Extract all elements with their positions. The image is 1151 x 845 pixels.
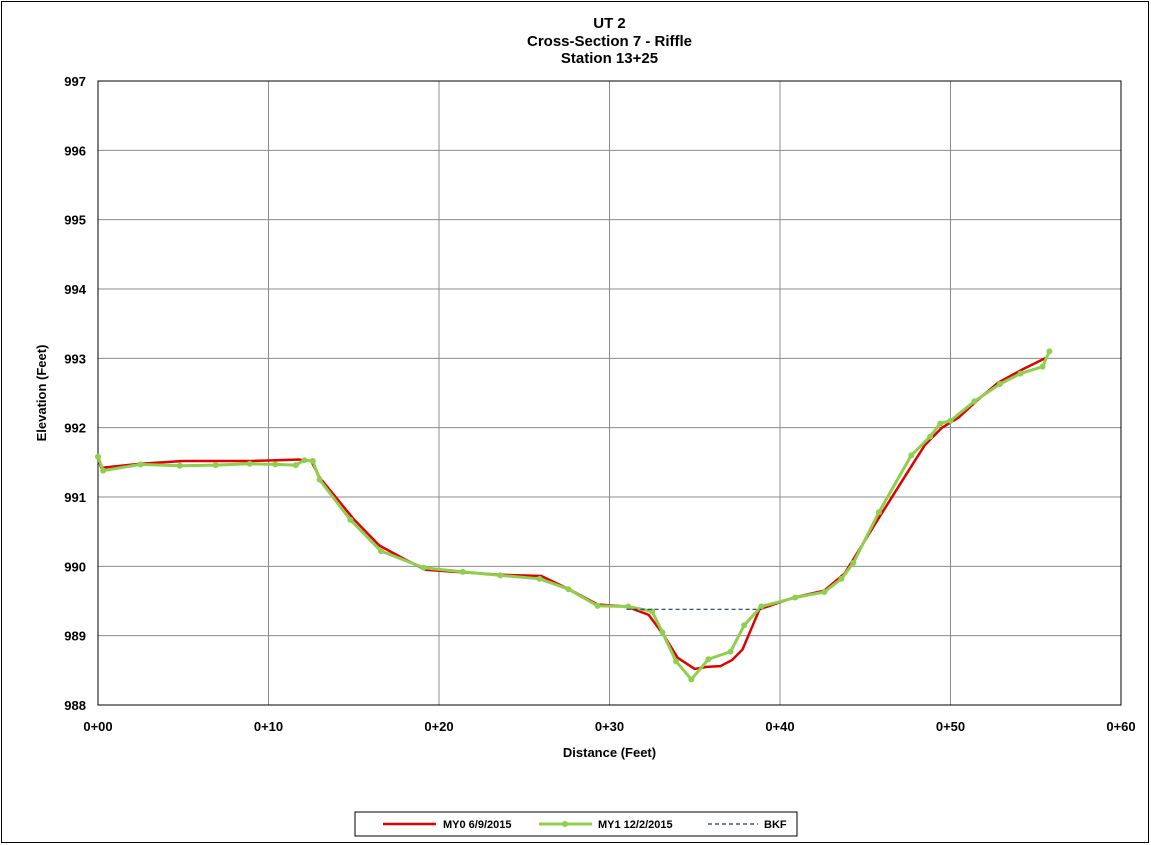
series-0 [96, 355, 1049, 671]
data-point [727, 648, 734, 655]
data-point [316, 476, 323, 483]
data-point [497, 572, 504, 579]
data-point [625, 603, 632, 610]
legend: MY0 6/9/2015 MY1 12/2/2015 BKF [354, 811, 798, 837]
data-point [536, 575, 543, 582]
y-tick-label: 992 [64, 421, 86, 436]
legend-label-my0: MY0 6/9/2015 [443, 819, 512, 831]
data-point [378, 548, 385, 555]
y-tick-label: 995 [64, 213, 86, 228]
data-point [100, 467, 107, 474]
data-point [565, 586, 572, 593]
data-point [672, 658, 679, 665]
data-point [758, 603, 765, 610]
plot-area [97, 80, 1122, 706]
chart-title-line-1: UT 2 [593, 15, 626, 32]
x-tick-label: 0+50 [936, 719, 965, 734]
data-point [908, 452, 915, 459]
y-tick-label: 989 [64, 629, 86, 644]
series-line [96, 355, 1049, 671]
data-point [212, 462, 219, 469]
x-tick-label: 0+30 [595, 719, 624, 734]
data-point [937, 420, 944, 427]
data-point [688, 676, 695, 683]
data-point [292, 462, 299, 469]
series-layer [95, 348, 1053, 683]
data-point [309, 457, 316, 464]
y-tick-label: 997 [64, 74, 86, 89]
x-tick-label: 0+40 [765, 719, 794, 734]
data-point [137, 461, 144, 468]
data-point [301, 457, 308, 464]
x-axis-ticks: 0+00 0+10 0+20 0+30 0+40 0+50 0+60 [83, 719, 1135, 734]
chart-title-line-3: Station 13+25 [561, 50, 658, 67]
gridlines [97, 80, 1122, 706]
data-point [347, 516, 354, 523]
y-tick-label: 990 [64, 559, 86, 574]
data-point [821, 588, 828, 595]
series-line [96, 350, 1051, 681]
data-point [875, 509, 882, 516]
legend-marker-my1 [562, 821, 568, 827]
y-axis-ticks: 988 989 990 991 992 993 994 995 996 997 [64, 74, 86, 713]
data-point [1039, 363, 1046, 370]
data-point [1046, 348, 1053, 355]
y-tick-label: 988 [64, 698, 86, 713]
legend-label-bkf: BKF [764, 819, 787, 831]
data-point [176, 462, 183, 469]
y-tick-label: 991 [64, 490, 86, 505]
data-point [996, 380, 1003, 387]
data-point [927, 433, 934, 440]
data-point [741, 622, 748, 629]
data-point [792, 594, 799, 601]
x-tick-label: 0+60 [1106, 719, 1135, 734]
data-point [971, 398, 978, 405]
legend-label-my1: MY1 12/2/2015 [598, 819, 673, 831]
y-axis-label: Elevation (Feet) [34, 345, 49, 442]
y-tick-label: 996 [64, 143, 86, 158]
chart-title-line-2: Cross-Section 7 - Riffle [527, 33, 692, 50]
data-point [272, 461, 279, 468]
x-tick-label: 0+20 [424, 719, 453, 734]
data-point [246, 460, 253, 467]
data-point [705, 656, 712, 663]
series-1 [95, 348, 1053, 683]
data-point [838, 575, 845, 582]
x-tick-label: 0+10 [254, 719, 283, 734]
data-point [95, 453, 101, 460]
x-axis-label: Distance (Feet) [563, 745, 656, 760]
data-point [1017, 370, 1024, 377]
data-point [420, 564, 427, 571]
data-point [659, 629, 666, 636]
data-point [459, 568, 466, 575]
data-point [850, 559, 857, 566]
y-tick-label: 993 [64, 351, 86, 366]
y-tick-label: 994 [64, 282, 86, 297]
data-point [594, 602, 601, 609]
x-tick-label: 0+00 [83, 719, 112, 734]
data-point [947, 417, 954, 424]
